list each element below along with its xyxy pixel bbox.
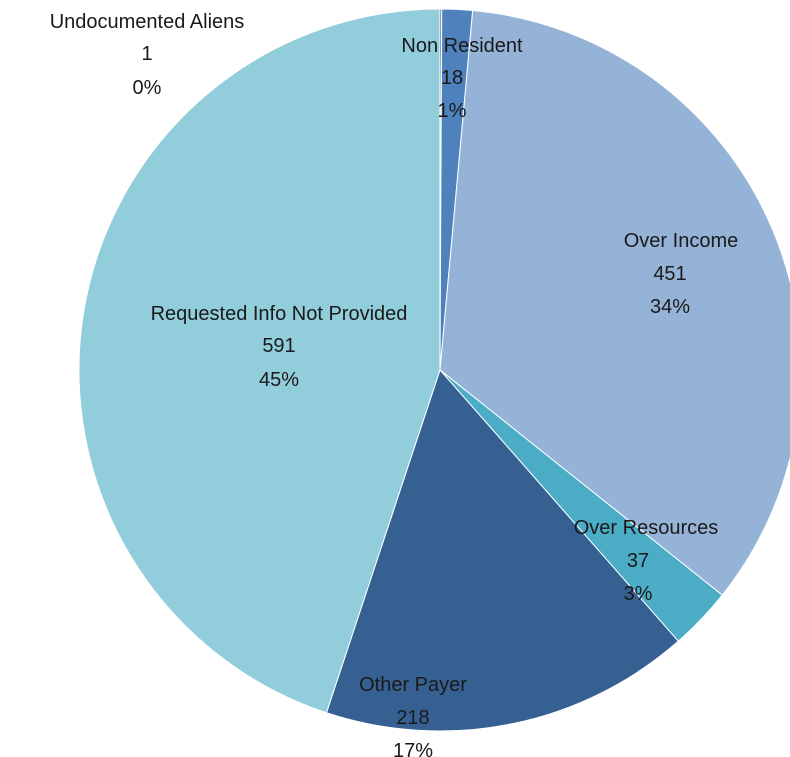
pie-slice-over-income (439, 9, 790, 596)
slice-value-over-resources: 37 (627, 550, 649, 572)
slice-label-non-resident: Non Resident (401, 35, 523, 57)
slice-label-over-resources: Over Resources (574, 517, 719, 539)
slice-percent-over-income: 34% (650, 296, 690, 318)
slice-value-over-income: 451 (653, 263, 686, 285)
slice-label-over-income: Over Income (624, 230, 738, 252)
slice-label-undocumented-aliens: Undocumented Aliens (50, 11, 245, 33)
slice-label-other-payer: Other Payer (359, 674, 467, 696)
slice-label-requested-info: Requested Info Not Provided (151, 303, 408, 325)
slice-percent-undocumented-aliens: 0% (133, 77, 162, 99)
pie-slice-requested-info-not-provided (78, 8, 441, 714)
slice-percent-non-resident: 1% (438, 100, 467, 122)
pie-labels: Undocumented Aliens 1 0% Non Resident 18… (50, 11, 739, 757)
slice-percent-requested-info: 45% (259, 369, 299, 391)
slice-value-undocumented-aliens: 1 (141, 43, 152, 65)
slice-percent-other-payer: 17% (393, 740, 433, 757)
pie-slice-other-payer (325, 369, 679, 732)
pie-slices (78, 8, 790, 732)
slice-percent-over-resources: 3% (624, 583, 653, 605)
slice-value-other-payer: 218 (396, 707, 429, 729)
slice-value-non-resident: 18 (441, 67, 463, 89)
slice-value-requested-info: 591 (262, 335, 295, 357)
